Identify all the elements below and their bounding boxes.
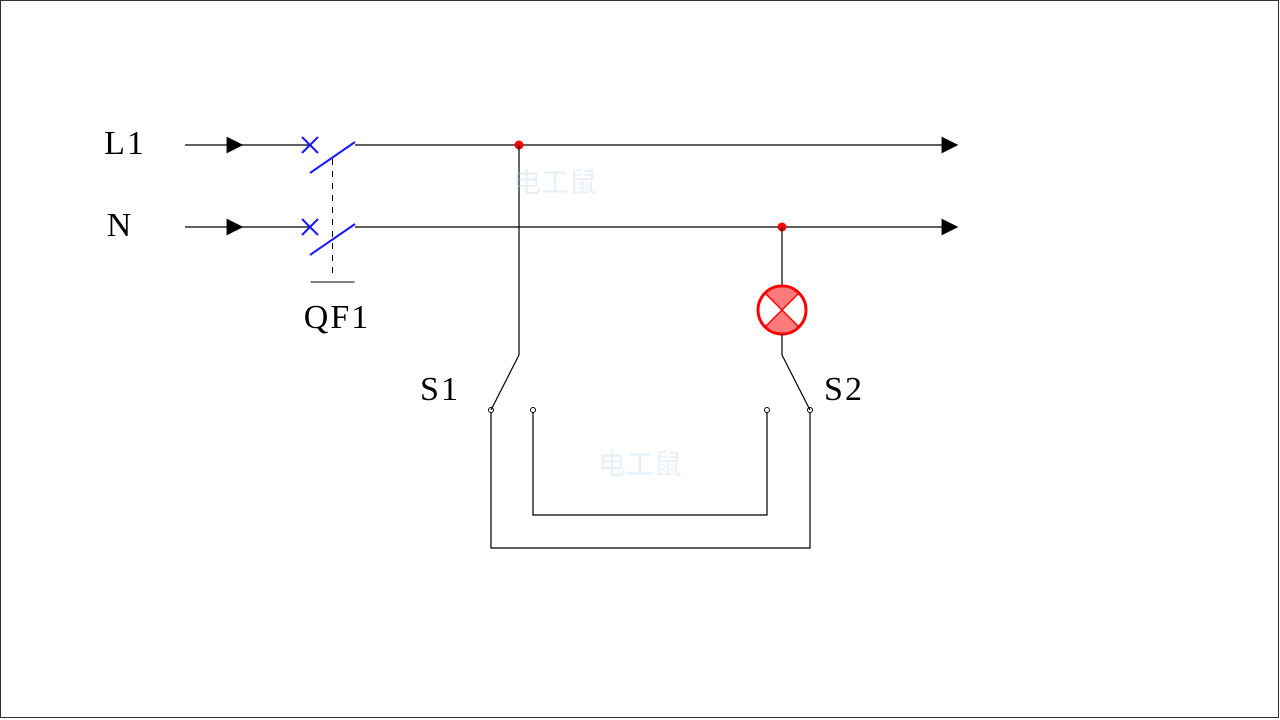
- watermark-0: 电工鼠: [513, 167, 597, 198]
- lamp-icon: [758, 286, 806, 334]
- label-qf1: QF1: [304, 299, 370, 336]
- s1-throw-left: [491, 355, 519, 410]
- s1-contact-right: [531, 408, 536, 413]
- traveler-outer: [491, 413, 810, 549]
- label-s2: S2: [824, 371, 864, 408]
- circuit-diagram: L1NQF1S1S2电工鼠电工鼠: [0, 0, 1280, 720]
- label-s1: S1: [420, 371, 460, 408]
- breaker-l1-blade: [310, 142, 355, 173]
- s2-throw-right: [782, 355, 810, 410]
- s2-contact-left: [765, 408, 770, 413]
- label-n: N: [107, 207, 134, 244]
- label-l1: L1: [104, 125, 146, 162]
- watermark-1: 电工鼠: [598, 449, 682, 480]
- breaker-n-blade: [310, 224, 355, 255]
- page-border: [1, 1, 1279, 718]
